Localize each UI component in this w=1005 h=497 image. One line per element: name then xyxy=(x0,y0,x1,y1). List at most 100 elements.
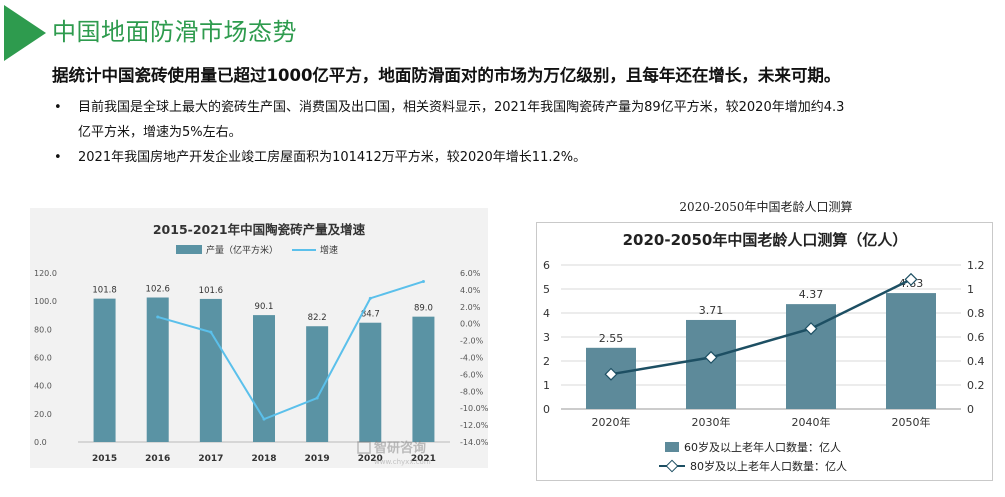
elderly-population-chart-svg: 2020-2050年中国老龄人口测算（亿人） 2.553.714.374.83 … xyxy=(543,231,985,473)
chart2-legend-line-label: 80岁及以上老年人口数量：亿人 xyxy=(690,459,847,473)
chart2-yaxis-left-tick: 2 xyxy=(543,355,550,368)
chart1-data-label: 82.2 xyxy=(308,313,327,323)
chart2-bar xyxy=(686,319,736,409)
watermark-url: www.chyxx.com xyxy=(374,458,431,466)
chart1-bar xyxy=(306,326,329,442)
chart2-data-label: 2.55 xyxy=(599,332,624,345)
chart2-yaxis-left-tick: 1 xyxy=(543,379,550,392)
chart2-yaxis-right-tick: 0.2 xyxy=(967,379,985,392)
chart1-data-label: 101.6 xyxy=(199,286,223,296)
chart1-yaxis-left-tick: 20.0 xyxy=(34,410,52,419)
chart2-legend-bar-label: 60岁及以上老年人口数量：亿人 xyxy=(684,440,841,454)
chart2-legend-bar-swatch xyxy=(665,442,679,452)
chart2-yaxis-right-tick: 0.6 xyxy=(967,331,985,344)
chart1-xaxis-tick: 2021 xyxy=(411,454,436,464)
chart1-yaxis-right-tick: -4.0% xyxy=(460,354,484,363)
chart1-yaxis-left-tick: 80.0 xyxy=(34,325,52,334)
chart1-yaxis-right-tick: -10.0% xyxy=(460,404,488,413)
chart1-yaxis-right-tick: -12.0% xyxy=(460,421,488,430)
chart1-xaxis-tick: 2019 xyxy=(305,454,330,464)
chart2-caption: 2020-2050年中国老龄人口测算 xyxy=(679,200,853,214)
chart2-xaxis-tick: 2020年 xyxy=(592,415,631,429)
chart1-legend-bar-label: 产量（亿平方米） xyxy=(206,244,278,256)
chart1-data-label: 102.6 xyxy=(146,285,170,295)
chart2-yaxis-left-tick: 3 xyxy=(543,331,550,344)
chart1-yaxis-right-tick: 2.0% xyxy=(460,303,481,312)
page-title: 中国地面防滑市场态势 xyxy=(52,18,297,46)
chart1-watermark: 智研咨询 www.chyxx.com xyxy=(357,440,431,466)
bullet-item: • 目前我国是全球上最大的瓷砖生产国、消费国及出口国，相关资料显示，2021年我… xyxy=(52,95,952,145)
chart1-yaxis-left-tick: 60.0 xyxy=(34,354,52,363)
chart1-xaxis-tick: 2017 xyxy=(198,454,223,464)
chart1-title: 2015-2021年中国陶瓷砖产量及增速 xyxy=(153,222,366,237)
chart2-xaxis-tick: 2050年 xyxy=(892,415,931,429)
bullet-line: 目前我国是全球上最大的瓷砖生产国、消费国及出口国，相关资料显示，2021年我国陶… xyxy=(78,100,845,115)
chart1-yaxis-right-tick: 4.0% xyxy=(460,286,481,295)
chart1-yaxis-left-tick: 100.0 xyxy=(34,297,57,306)
chart2-yaxis-left-tick: 0 xyxy=(543,403,550,416)
watermark-logo-icon xyxy=(357,441,371,454)
bullet-item: • 2021年我国房地产开发企业竣工房屋面积为101412万平方米，较2020年… xyxy=(52,145,952,170)
chart1-yaxis-left-tick: 0.0 xyxy=(34,438,47,447)
chart1-legend-bar-swatch xyxy=(176,245,202,254)
ceramic-production-chart-svg: 2015-2021年中国陶瓷砖产量及增速 产量（亿平方米） 增速 101.8 10… xyxy=(34,222,489,466)
chart2-title: 2020-2050年中国老龄人口测算（亿人） xyxy=(623,231,908,249)
chart2-data-label: 3.71 xyxy=(699,304,724,317)
bullet-line: 2021年我国房地产开发企业竣工房屋面积为101412万平方米，较2020年增长… xyxy=(78,150,587,165)
chart1-growth-point xyxy=(421,279,425,283)
chart1-growth-point xyxy=(315,396,319,400)
chart1-yaxis-right-tick: 0.0% xyxy=(460,320,481,329)
chart1-yaxis-right-tick: 6.0% xyxy=(460,269,481,278)
chart2-elderly80-line xyxy=(610,278,912,376)
watermark-name: 智研咨询 xyxy=(374,440,426,456)
chart2-elderly80-point xyxy=(604,367,618,381)
chart1-bar xyxy=(146,297,169,442)
chart1-yaxis-left-tick: 40.0 xyxy=(34,382,52,391)
chart1-bar xyxy=(199,298,222,442)
chart2-data-label: 4.37 xyxy=(799,288,824,301)
elderly-population-chart: 2020-2050年中国老龄人口测算（亿人） 2.553.714.374.83 … xyxy=(536,222,993,481)
chart1-legend-line-label: 增速 xyxy=(320,244,338,256)
bullet-marker: • xyxy=(54,150,62,165)
chart1-yaxis-right-tick: -6.0% xyxy=(460,370,484,379)
chart2-elderly80-point xyxy=(904,272,918,286)
chart1-data-label: 90.1 xyxy=(255,302,274,312)
chart1-growth-point xyxy=(156,315,160,319)
chart1-growth-point xyxy=(209,330,213,334)
headline: 据统计中国瓷砖使用量已超过1000亿平方，地面防滑面对的市场为万亿级别，且每年还… xyxy=(52,66,841,85)
chart2-yaxis-right-tick: 1.2 xyxy=(967,259,985,272)
chart2-yaxis-left-tick: 6 xyxy=(543,259,550,272)
chart1-data-label: 101.8 xyxy=(92,286,116,296)
chart1-bar xyxy=(359,322,382,442)
chart2-yaxis-right-tick: 0.4 xyxy=(967,355,985,368)
chart2-xaxis-tick: 2040年 xyxy=(792,415,831,429)
chart1-yaxis-right-tick: -2.0% xyxy=(460,337,484,346)
chart1-bar xyxy=(93,298,116,442)
chart1-yaxis-right-tick: -14.0% xyxy=(460,438,488,447)
chart2-elderly80-point xyxy=(704,350,718,364)
chart1-growth-point xyxy=(262,417,266,421)
chart2-elderly80-point xyxy=(804,322,818,336)
chart1-bar xyxy=(412,316,435,442)
chart2-xaxis-tick: 2030年 xyxy=(692,415,731,429)
chart2-yaxis-right-tick: 0.8 xyxy=(967,307,985,320)
chart1-yaxis-left-tick: 120.0 xyxy=(34,269,57,278)
chart2-yaxis-left-tick: 5 xyxy=(543,283,550,296)
chart2-legend-marker xyxy=(665,459,679,473)
chart1-xaxis-tick: 2016 xyxy=(145,454,170,464)
chart1-growth-line xyxy=(157,280,424,421)
bullet-list: • 目前我国是全球上最大的瓷砖生产国、消费国及出口国，相关资料显示，2021年我… xyxy=(52,95,952,170)
chart1-yaxis-right-tick: -8.0% xyxy=(460,387,484,396)
bullet-marker: • xyxy=(54,100,62,115)
title-arrow-icon xyxy=(4,5,46,61)
bullet-line: 亿平方米，增速为5%左右。 xyxy=(78,125,242,140)
chart2-yaxis-right-tick: 1 xyxy=(967,283,974,296)
chart2-yaxis-right-tick: 0 xyxy=(967,403,974,416)
chart1-xaxis-tick: 2018 xyxy=(251,454,276,464)
chart2-yaxis-left-tick: 4 xyxy=(543,307,550,320)
chart1-xaxis-tick: 2015 xyxy=(92,454,117,464)
chart2-bar xyxy=(886,293,936,409)
chart1-data-label: 84.7 xyxy=(361,310,380,320)
ceramic-production-chart: 2015-2021年中国陶瓷砖产量及增速 产量（亿平方米） 增速 101.8 10… xyxy=(30,208,489,468)
chart1-growth-point xyxy=(368,296,372,300)
